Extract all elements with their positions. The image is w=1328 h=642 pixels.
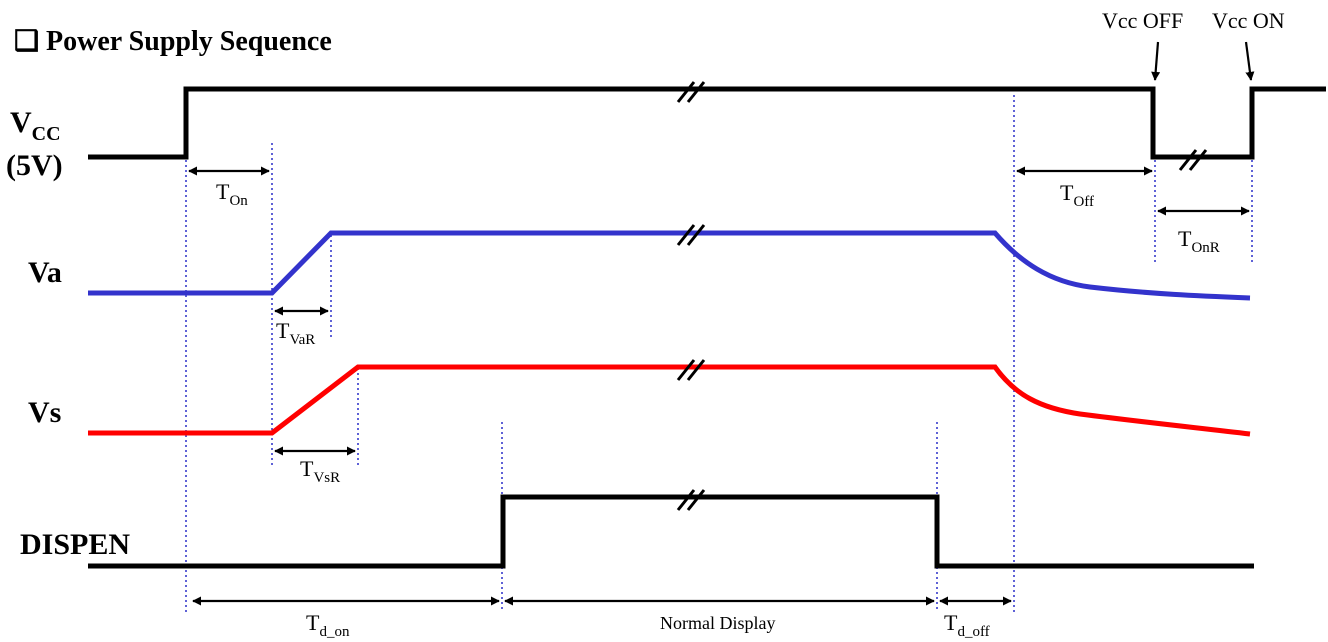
dispen-label: DISPEN (20, 528, 130, 561)
normal-display-label: Normal Display (660, 613, 775, 633)
vcc-waveform (88, 86, 1326, 160)
title-checkbox-icon: ❑ (14, 26, 39, 57)
t-var-label: TVaR (276, 318, 315, 348)
vcc-voltage-note: (5V) (6, 149, 63, 182)
break-mark-va (676, 224, 706, 246)
va-label: Va (28, 256, 62, 289)
vcc-off-label: Vcc OFF (1102, 8, 1183, 33)
t-onr-label: TOnR (1178, 226, 1220, 256)
va-waveform (88, 230, 1251, 301)
vs-waveform (88, 364, 1251, 437)
t-off-label: TOff (1060, 180, 1094, 210)
vcc-label: VCC (10, 106, 61, 145)
break-mark-vs (676, 359, 706, 381)
vcc-on-arrow (1244, 41, 1255, 81)
vcc-on-label: Vcc ON (1212, 8, 1285, 33)
vs-label: Vs (28, 396, 61, 429)
t-on-label: TOn (216, 179, 248, 209)
dispen-waveform (88, 494, 1254, 569)
vcc-off-arrow (1151, 41, 1161, 81)
t-d-on-label: Td_on (306, 610, 350, 640)
break-mark-vcc-low (1178, 149, 1208, 171)
t-vsr-label: TVsR (300, 456, 340, 486)
break-mark-vcc (676, 81, 706, 103)
t-d-off-label: Td_off (944, 610, 990, 640)
break-mark-dispen (676, 489, 706, 511)
diagram-title: Power Supply Sequence (46, 26, 332, 57)
